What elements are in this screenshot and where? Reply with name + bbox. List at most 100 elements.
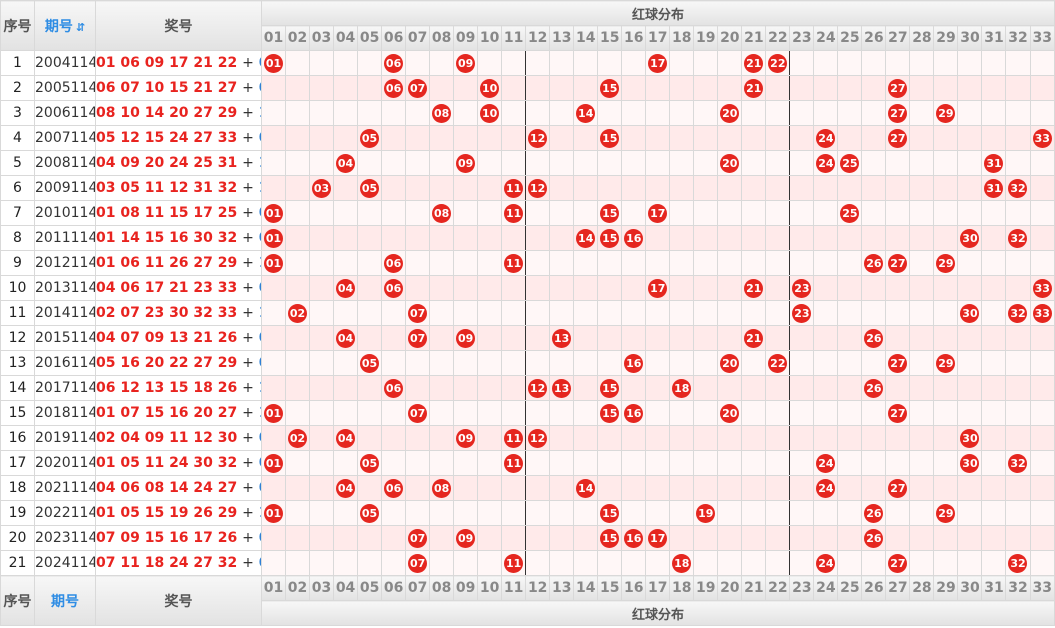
grid-cell [957, 250, 983, 276]
grid-cell [429, 425, 455, 451]
grid-cell [909, 350, 935, 376]
grid-cell: 33 [1029, 125, 1055, 151]
grid-cell [981, 500, 1007, 526]
grid-cell [693, 525, 719, 551]
grid-cell [260, 275, 287, 301]
grid-cell [285, 200, 311, 226]
grid-cell [717, 250, 743, 276]
grid-cell [837, 100, 863, 126]
grid-cell [260, 525, 287, 551]
sort-icon[interactable]: ⇵ [75, 20, 86, 34]
red-ball: 18 [672, 554, 692, 573]
number-footer-09: 09 [453, 575, 479, 601]
grid-cell [477, 350, 503, 376]
grid-cell: 29 [933, 350, 959, 376]
grid-cell [621, 425, 647, 451]
grid-cell [789, 525, 815, 551]
row-period: 2018114 [34, 400, 96, 426]
grid-cell: 23 [789, 275, 815, 301]
grid-cell [285, 125, 311, 151]
grid-cell [789, 475, 815, 501]
grid-cell: 31 [981, 175, 1007, 201]
red-numbers: 05 16 20 22 27 29 [96, 355, 238, 371]
grid-cell [837, 525, 863, 551]
row-award: 04 09 20 24 25 31 + 14 [95, 150, 262, 176]
red-ball: 07 [408, 79, 428, 98]
blue-number: 03 [259, 455, 261, 471]
grid-cell [957, 150, 983, 176]
red-numbers: 04 06 08 14 24 27 [96, 480, 238, 496]
grid-cell: 05 [357, 450, 383, 476]
grid-cell [525, 50, 551, 76]
number-header-28: 28 [909, 25, 935, 51]
grid-cell [260, 475, 287, 501]
grid-cell [309, 100, 335, 126]
red-ball: 06 [384, 379, 404, 398]
grid-cell [573, 450, 599, 476]
grid-cell [525, 200, 551, 226]
red-ball: 04 [336, 479, 356, 498]
grid-cell: 24 [813, 125, 839, 151]
blue-number: 06 [259, 80, 261, 96]
plus-sign: + [242, 480, 254, 496]
grid-cell [669, 150, 695, 176]
plus-sign: + [242, 380, 254, 396]
grid-cell [477, 475, 503, 501]
grid-cell [717, 175, 743, 201]
grid-cell [909, 375, 935, 401]
blue-number: 14 [259, 155, 261, 171]
grid-cell [285, 50, 311, 76]
red-ball: 32 [1008, 179, 1028, 198]
red-ball: 11 [504, 179, 524, 198]
grid-cell [645, 100, 671, 126]
grid-cell [1029, 525, 1055, 551]
grid-cell [381, 150, 407, 176]
grid-cell: 21 [741, 50, 767, 76]
grid-cell [837, 325, 863, 351]
grid-cell [909, 450, 935, 476]
grid-cell [285, 525, 311, 551]
grid-cell: 11 [501, 550, 527, 576]
grid-cell [429, 525, 455, 551]
period-header[interactable]: 期号 ⇵ [34, 0, 96, 51]
grid-cell [693, 450, 719, 476]
grid-cell: 10 [477, 75, 503, 101]
grid-cell: 15 [597, 375, 623, 401]
number-header-23: 23 [789, 25, 815, 51]
grid-cell [525, 525, 551, 551]
red-ball: 06 [384, 54, 404, 73]
grid-cell [885, 525, 911, 551]
row-award: 06 07 10 15 21 27 + 06 [95, 75, 262, 101]
grid-cell [573, 50, 599, 76]
grid-cell [285, 225, 311, 251]
number-header-06: 06 [381, 25, 407, 51]
red-ball: 24 [816, 479, 836, 498]
grid-cell [1005, 150, 1031, 176]
number-footer-17: 17 [645, 575, 671, 601]
row-period: 2015114 [34, 325, 96, 351]
grid-cell [501, 275, 527, 301]
grid-cell [501, 375, 527, 401]
grid-cell [357, 525, 383, 551]
grid-cell: 15 [597, 125, 623, 151]
plus-sign: + [242, 330, 254, 346]
grid-cell [789, 325, 815, 351]
red-ball: 01 [264, 504, 283, 523]
plus-sign: + [242, 105, 254, 121]
grid-cell [573, 175, 599, 201]
grid-cell: 20 [717, 100, 743, 126]
red-ball: 09 [456, 54, 476, 73]
grid-cell [645, 450, 671, 476]
number-header-32: 32 [1005, 25, 1031, 51]
grid-cell [381, 125, 407, 151]
grid-cell [333, 550, 359, 576]
number-footer-31: 31 [981, 575, 1007, 601]
red-ball: 01 [264, 454, 283, 473]
grid-cell [741, 550, 767, 576]
grid-cell [813, 425, 839, 451]
grid-cell [309, 450, 335, 476]
grid-cell [957, 100, 983, 126]
